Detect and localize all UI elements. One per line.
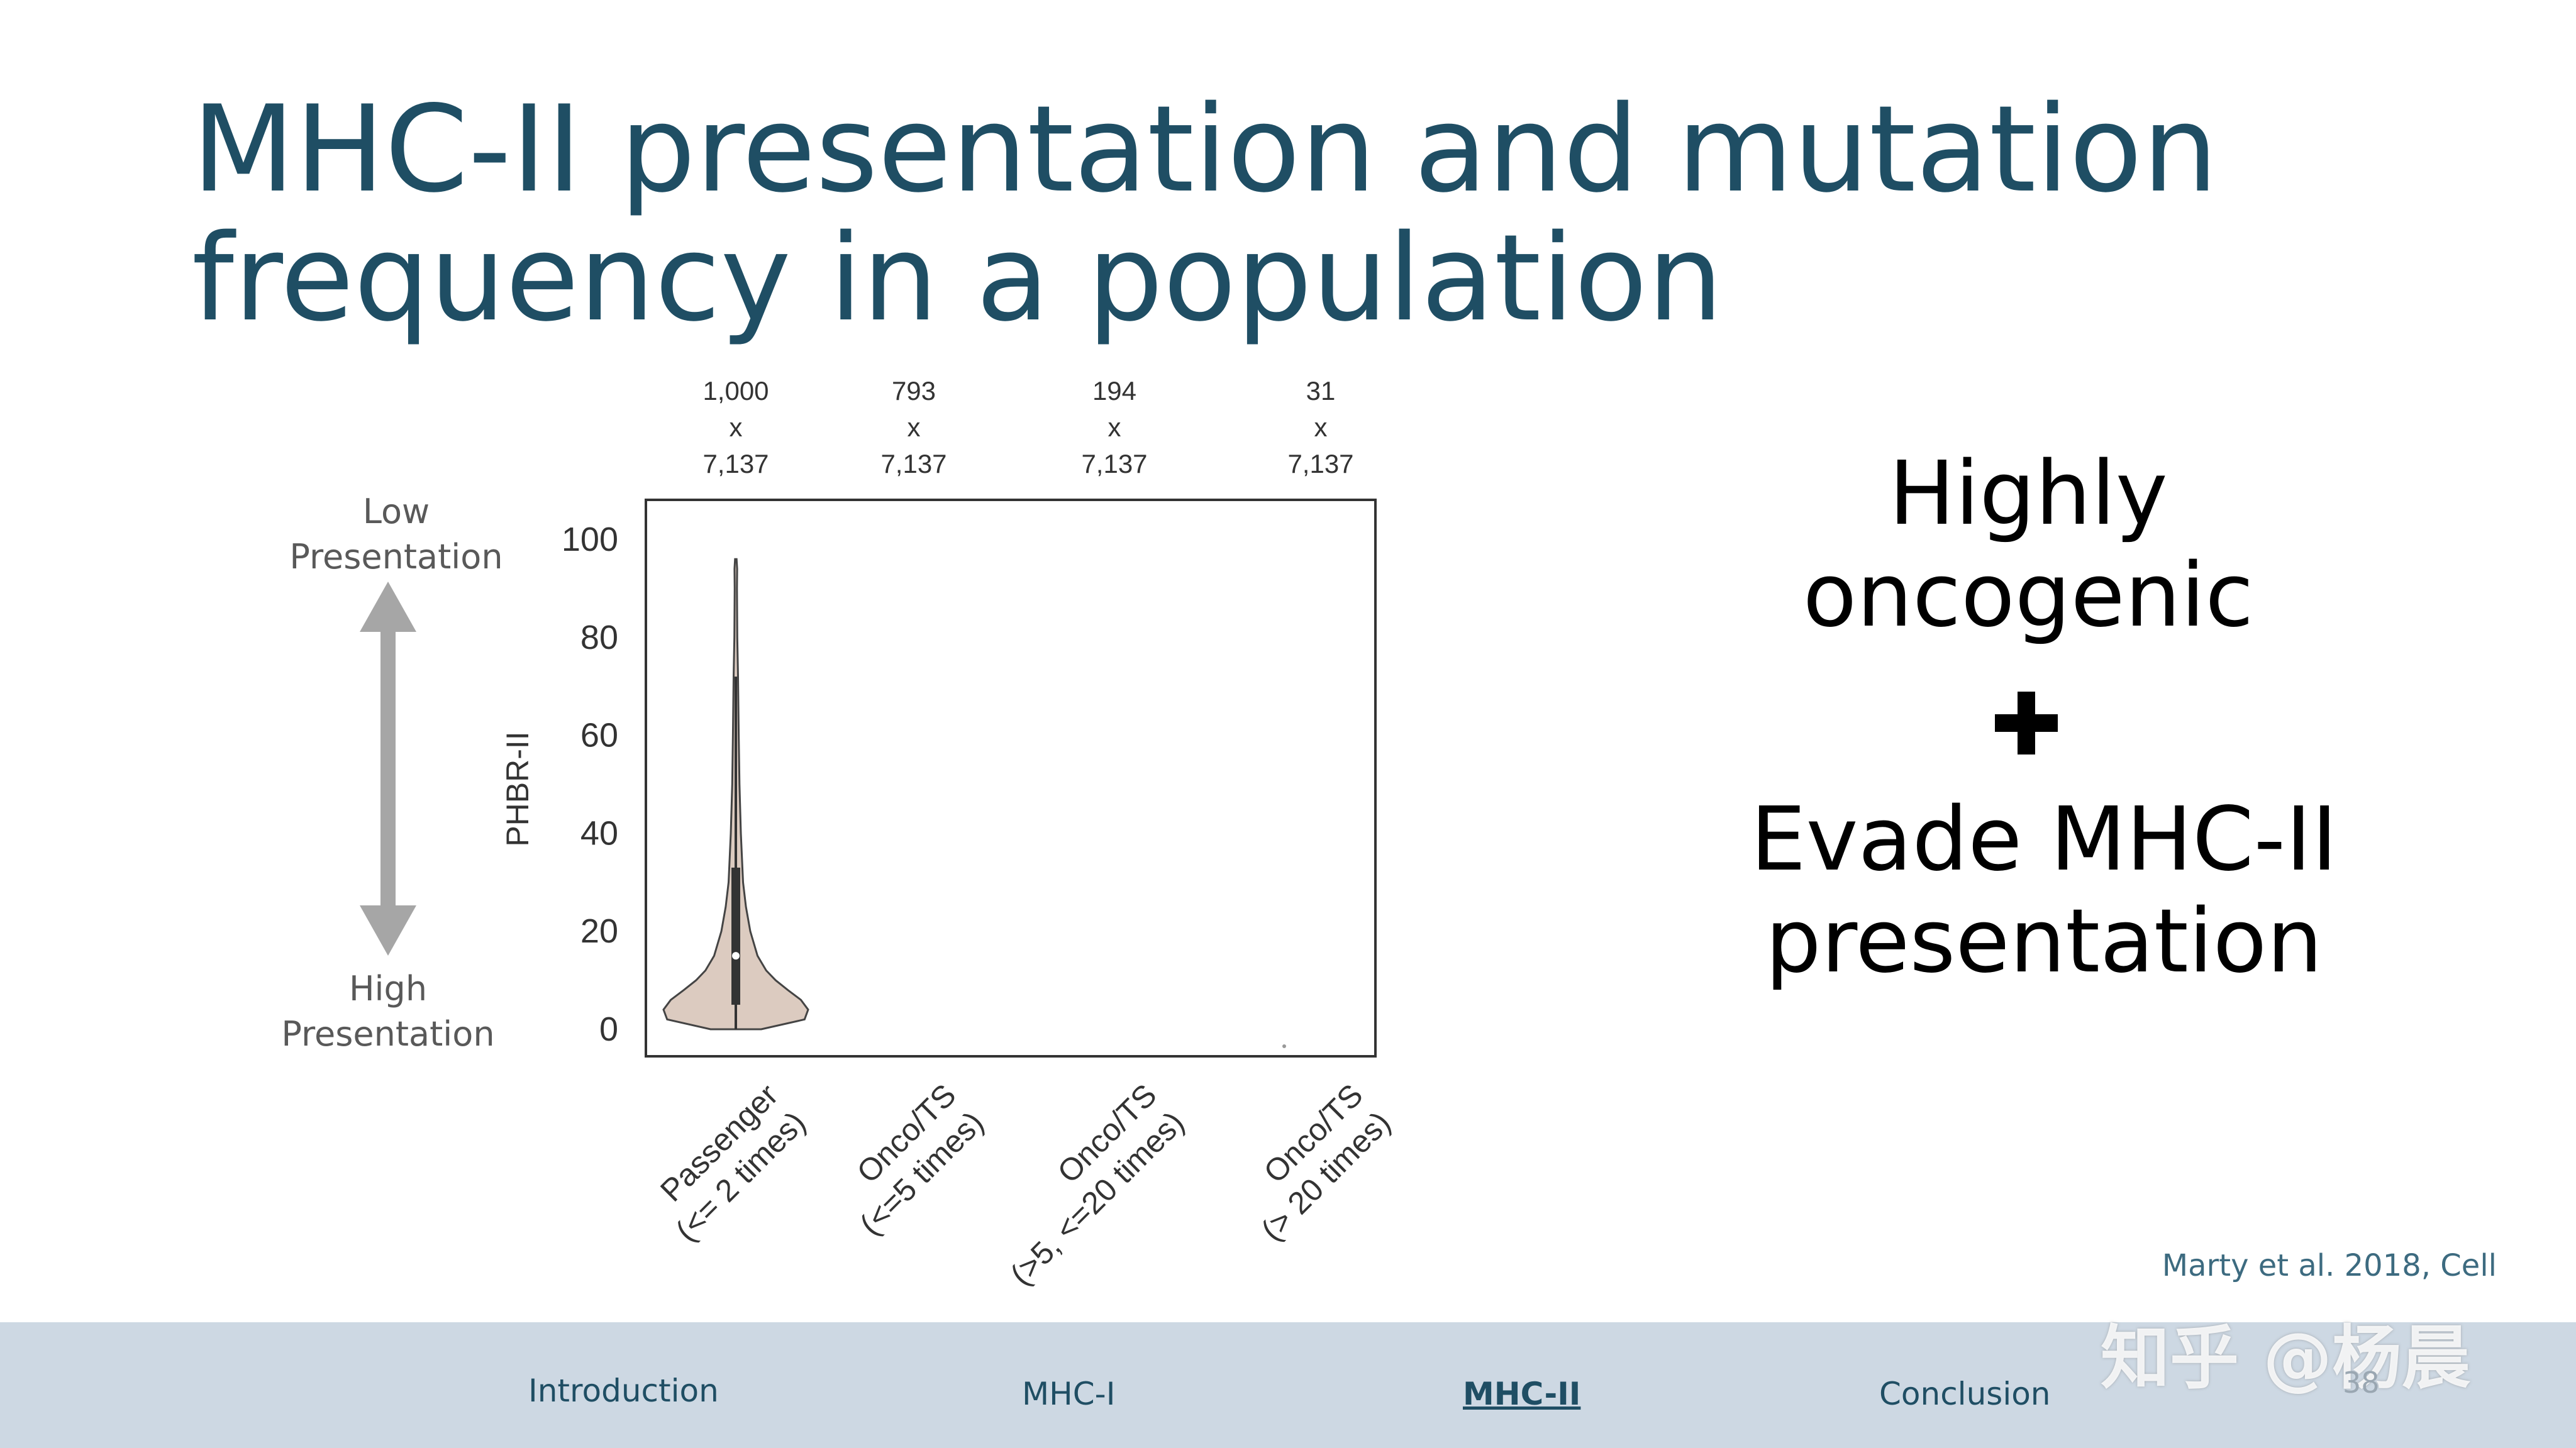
count-label: x xyxy=(730,412,743,442)
footer-nav-bar: Introduction MHC-I MHC-II Conclusion xyxy=(0,1322,2576,1448)
y-tick-label: 0 xyxy=(599,1010,618,1048)
slide-title-line-2: frequency in a population xyxy=(192,209,1723,348)
count-label: 7,137 xyxy=(1287,449,1353,478)
y-tick-label: 100 xyxy=(562,521,618,558)
highly-oncogenic-text: Highly oncogenic xyxy=(1714,443,2343,647)
nav-mhc-i[interactable]: MHC-I xyxy=(1022,1376,1116,1412)
count-label: x xyxy=(908,412,921,442)
y-axis-ticks: 0 20 40 60 80 100 xyxy=(562,521,618,1048)
y-tick-label: 20 xyxy=(580,912,618,950)
y-tick-label: 60 xyxy=(580,717,618,754)
citation: Marty et al. 2018, Cell xyxy=(2162,1248,2497,1283)
slide-title-line-1: MHC-II presentation and mutation xyxy=(192,80,2218,219)
low-presentation-label-line-1: Low xyxy=(362,492,430,531)
plus-icon xyxy=(1995,692,2058,754)
violin-median-marker xyxy=(732,952,740,960)
x-axis-category-labels: Passenger(<= 2 times) Onco/TS(<=5 times) O… xyxy=(641,1077,1397,1292)
outlier-mark xyxy=(1282,1044,1286,1048)
high-presentation-label-line-1: High xyxy=(348,969,428,1009)
highly-oncogenic-line-2: oncogenic xyxy=(1802,544,2254,647)
high-presentation-label-line-2: Presentation xyxy=(281,1014,495,1054)
violin-chart: PHBR-II 0 20 40 60 80 100 1,000 x 7,137 793 x 7,13… xyxy=(360,376,1397,1292)
y-tick-label: 40 xyxy=(580,814,618,852)
presentation-double-arrow xyxy=(360,582,416,956)
x-category-label: Passenger(<= 2 times) xyxy=(641,1077,813,1248)
evade-mhc-ii-line-2: presentation xyxy=(1765,890,2323,993)
violin-series xyxy=(662,558,809,1031)
plus-icon-vertical xyxy=(2018,692,2035,754)
highly-oncogenic-line-1: Highly xyxy=(1889,443,2168,545)
count-label: x xyxy=(1108,412,1121,442)
count-label: x xyxy=(1314,412,1328,442)
y-tick-label: 80 xyxy=(580,619,618,656)
nav-introduction[interactable]: Introduction xyxy=(528,1373,719,1409)
count-label: 7,137 xyxy=(702,449,769,478)
violin-iqr-box xyxy=(731,867,740,1005)
count-label: 31 xyxy=(1306,376,1336,406)
category-count-labels: 1,000 x 7,137 793 x 7,137 194 x 7,137 31 x 7,137 xyxy=(702,376,1353,478)
evade-mhc-ii-line-1: Evade MHC-II xyxy=(1750,788,2338,891)
evade-mhc-ii-text: Evade MHC-II presentation xyxy=(1729,789,2358,993)
y-axis-label: PHBR-II xyxy=(500,731,535,846)
count-label: 793 xyxy=(892,376,936,406)
arrow-head-down-icon xyxy=(360,905,416,956)
low-presentation-label: Low Presentation xyxy=(208,489,585,580)
nav-conclusion[interactable]: Conclusion xyxy=(1879,1376,2051,1412)
x-category-label: Onco/TS(> 20 times) xyxy=(1227,1077,1397,1247)
plot-frame xyxy=(645,499,1377,1058)
low-presentation-label-line-2: Presentation xyxy=(289,537,503,577)
count-label: 194 xyxy=(1092,376,1136,406)
count-label: 1,000 xyxy=(702,376,769,406)
high-presentation-label: High Presentation xyxy=(199,966,577,1057)
count-label: 7,137 xyxy=(1081,449,1147,478)
arrow-head-up-icon xyxy=(360,582,416,632)
page-number: 38 xyxy=(2343,1366,2380,1400)
nav-mhc-ii[interactable]: MHC-II xyxy=(1463,1376,1581,1412)
x-category-label: Onco/TS(>5, <=20 times) xyxy=(976,1077,1191,1292)
x-category-label: Onco/TS(<=5 times) xyxy=(825,1077,990,1242)
slide-title: MHC-II presentation and mutation frequen… xyxy=(192,85,2330,343)
watermark: 知乎 @杨晨 xyxy=(2101,1318,2471,1398)
count-label: 7,137 xyxy=(880,449,947,478)
